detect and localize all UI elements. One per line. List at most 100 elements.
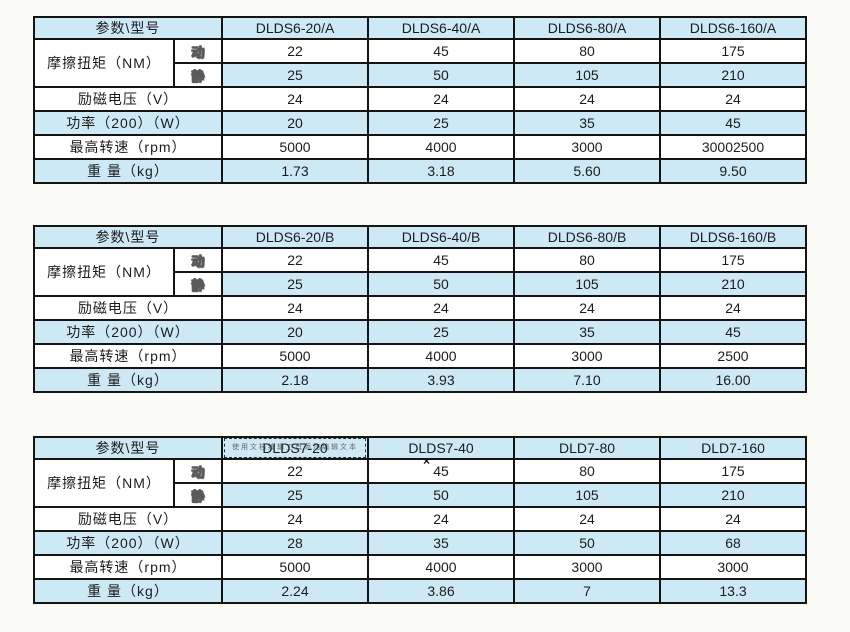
model-column-header: DLDS6-80/A — [513, 16, 661, 40]
value-cell: 1.73 — [221, 158, 369, 184]
value-cell: 105 — [513, 482, 661, 508]
table-header-row: 参数\型号 DLDS6-20/B DLDS6-40/B DLDS6-80/B D… — [33, 225, 807, 249]
value-cell: 50 — [367, 271, 515, 297]
value-cell: 3000 — [513, 554, 661, 580]
value-cell: 2.18 — [221, 367, 369, 393]
table-row: 重 量（kg） 2.18 3.93 7.10 16.00 — [33, 367, 807, 393]
value-cell: 22 — [221, 247, 369, 273]
value-cell: 3.18 — [367, 158, 515, 184]
table-row: 静 25 50 105 210 — [34, 62, 807, 88]
value-cell: 45 — [659, 110, 807, 136]
table-row: 摩擦扭矩（NM） 动 22 45 80 175 — [33, 247, 807, 297]
value-cell: 210 — [659, 482, 807, 508]
stray-x-mark: × — [423, 454, 431, 468]
value-cell: 175 — [659, 458, 807, 484]
table-row: 功率（200）（W） 20 25 35 45 — [33, 319, 807, 345]
value-cell: 4000 — [367, 554, 515, 580]
table-row: 静 25 50 105 210 — [34, 271, 807, 297]
value-cell: 50 — [367, 62, 515, 88]
value-cell: 45 — [367, 458, 515, 484]
value-cell: 22 — [221, 458, 369, 484]
value-cell: 35 — [367, 530, 515, 556]
value-cell: 45 — [367, 247, 515, 273]
value-cell: 35 — [513, 319, 661, 345]
value-cell: 5000 — [221, 343, 369, 369]
value-cell: 24 — [367, 506, 515, 532]
table-row: 励磁电压（V） 24 24 24 24 — [33, 295, 807, 321]
dynamic-glyph: 动 — [191, 253, 205, 269]
value-cell: 5.60 — [513, 158, 661, 184]
row-label-weight: 重 量（kg） — [33, 578, 223, 604]
row-label-voltage: 励磁电压（V） — [33, 506, 223, 532]
value-cell: 50 — [513, 530, 661, 556]
row-label-weight: 重 量（kg） — [33, 158, 223, 184]
value-cell: 80 — [513, 247, 661, 273]
value-cell: 30002500 — [659, 134, 807, 160]
model-column-header: DLD7-80 — [513, 436, 661, 460]
torque-type-static: 静 — [173, 62, 223, 88]
row-label-power: 功率（200）（W） — [33, 319, 223, 345]
spec-table-dlds6-b: 参数\型号 DLDS6-20/B DLDS6-40/B DLDS6-80/B D… — [33, 225, 807, 393]
spec-table-dlds7: 参数\型号 DLDS7-20 使用文档编辑工具添加编辑文本 DLDS7-40 D… — [33, 436, 807, 604]
param-model-header: 参数\型号 — [33, 225, 223, 249]
value-cell: 24 — [513, 506, 661, 532]
static-glyph: 静 — [191, 488, 205, 504]
model-column-header: DLDS7-40 — [367, 436, 515, 460]
table-row: 励磁电压（V） 24 24 24 24 — [33, 506, 807, 532]
row-label-power: 功率（200）（W） — [33, 110, 223, 136]
value-cell: 4000 — [367, 134, 515, 160]
model-column-header: DLDS6-80/B — [513, 225, 661, 249]
torque-type-dynamic: 动 — [173, 458, 223, 484]
value-cell: 105 — [513, 271, 661, 297]
value-cell: 7.10 — [513, 367, 661, 393]
model-header-text: DLDS7-20 — [262, 440, 328, 456]
value-cell: 24 — [221, 86, 369, 112]
param-model-header: 参数\型号 — [33, 16, 223, 40]
value-cell: 175 — [659, 38, 807, 64]
value-cell: 175 — [659, 247, 807, 273]
row-label-power: 功率（200）（W） — [33, 530, 223, 556]
editor-placeholder-watermark: 使用文档编辑工具添加编辑文本 — [232, 444, 358, 451]
value-cell: 25 — [221, 271, 369, 297]
value-cell: 25 — [221, 62, 369, 88]
model-column-header: DLD7-160 — [659, 436, 807, 460]
value-cell: 68 — [659, 530, 807, 556]
model-column-header: DLDS6-20/B — [221, 225, 369, 249]
row-label-weight: 重 量（kg） — [33, 367, 223, 393]
table-row: 静 25 50 105 210 — [34, 482, 807, 508]
value-cell: 24 — [659, 506, 807, 532]
value-cell: 20 — [221, 319, 369, 345]
value-cell: 24 — [659, 295, 807, 321]
value-cell: 2500 — [659, 343, 807, 369]
value-cell: 3.86 — [367, 578, 515, 604]
value-cell: 24 — [221, 506, 369, 532]
value-cell: 24 — [367, 295, 515, 321]
table-row: 摩擦扭矩（NM） 动 22 45 80 175 — [33, 38, 807, 88]
row-label-friction-torque: 摩擦扭矩（NM） — [33, 38, 175, 88]
table-row: 最高转速（rpm） 5000 4000 3000 30002500 — [33, 134, 807, 160]
row-label-max-speed: 最高转速（rpm） — [33, 343, 223, 369]
torque-type-dynamic: 动 — [173, 38, 223, 64]
table-row: 最高转速（rpm） 5000 4000 3000 3000 — [33, 554, 807, 580]
value-cell: 13.3 — [659, 578, 807, 604]
table-header-row: 参数\型号 DLDS7-20 使用文档编辑工具添加编辑文本 DLDS7-40 D… — [33, 436, 807, 460]
inline-text-edit-frame[interactable]: DLDS7-20 使用文档编辑工具添加编辑文本 — [224, 439, 366, 457]
value-cell: 7 — [513, 578, 661, 604]
table-row: 重 量（kg） 1.73 3.18 5.60 9.50 — [33, 158, 807, 184]
table-row: 最高转速（rpm） 5000 4000 3000 2500 — [33, 343, 807, 369]
value-cell: 22 — [221, 38, 369, 64]
row-label-friction-torque: 摩擦扭矩（NM） — [33, 458, 175, 508]
param-model-header: 参数\型号 — [33, 436, 223, 460]
value-cell: 2.24 — [221, 578, 369, 604]
value-cell: 25 — [367, 319, 515, 345]
value-cell: 210 — [659, 62, 807, 88]
model-column-header: DLDS6-20/A — [221, 16, 369, 40]
value-cell: 3000 — [659, 554, 807, 580]
torque-type-static: 静 — [173, 482, 223, 508]
value-cell: 50 — [367, 482, 515, 508]
model-column-header: DLDS6-40/A — [367, 16, 515, 40]
value-cell: 24 — [659, 86, 807, 112]
table-row: 摩擦扭矩（NM） 动 22 45 80 175 — [33, 458, 807, 508]
torque-type-dynamic: 动 — [173, 247, 223, 273]
value-cell: 80 — [513, 38, 661, 64]
